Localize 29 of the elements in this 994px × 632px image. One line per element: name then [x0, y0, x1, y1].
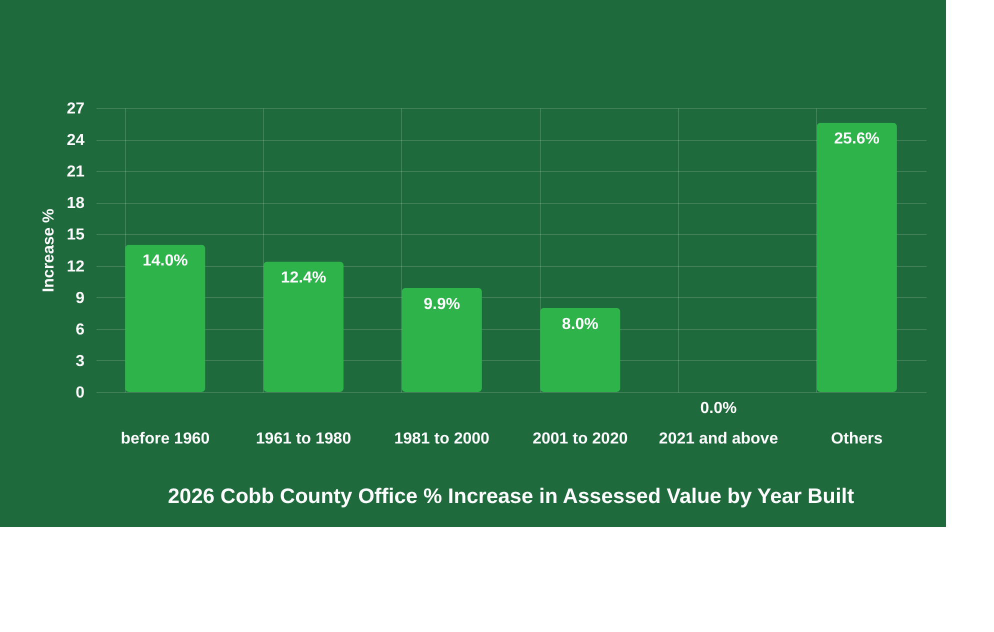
data-label: 12.4%: [280, 270, 326, 287]
x-tick-label: Others: [831, 430, 883, 448]
data-label: 25.6%: [834, 130, 880, 148]
text: 2026 Cobb County Office % Increase in Assessed Value by Year Built: [168, 485, 854, 508]
data-label: 9.9%: [424, 296, 460, 313]
y-tick-label: 24: [66, 132, 85, 150]
bar: [816, 122, 897, 392]
data-label: 14.0%: [142, 252, 188, 270]
data-label: 0.0%: [700, 400, 737, 417]
bar: [540, 308, 620, 392]
x-tick-label: 1981 to 2000: [394, 430, 490, 448]
y-tick-label: 3: [76, 352, 85, 370]
y-tick-label: 6: [76, 321, 85, 338]
bar: [402, 288, 482, 392]
y-tick-label: 12: [66, 258, 85, 276]
bar: [263, 262, 344, 392]
x-tick-label: 2001 to 2020: [532, 430, 628, 448]
y-tick-label: 15: [66, 226, 85, 244]
y-tick-label: 0: [76, 384, 85, 402]
y-tick-label: 9: [76, 290, 85, 307]
x-tick-label: before 1960: [120, 430, 210, 448]
y-tick-label: 21: [66, 164, 85, 181]
y-tick-label: 18: [66, 195, 85, 212]
y-tick-label: 27: [66, 100, 85, 118]
data-label: 8.0%: [562, 316, 598, 333]
bar: [125, 244, 206, 392]
x-tick-label: 1961 to 1980: [256, 430, 352, 448]
x-tick-label: 2021 and above: [658, 430, 778, 448]
y-axis-title: Increase %: [40, 208, 58, 292]
